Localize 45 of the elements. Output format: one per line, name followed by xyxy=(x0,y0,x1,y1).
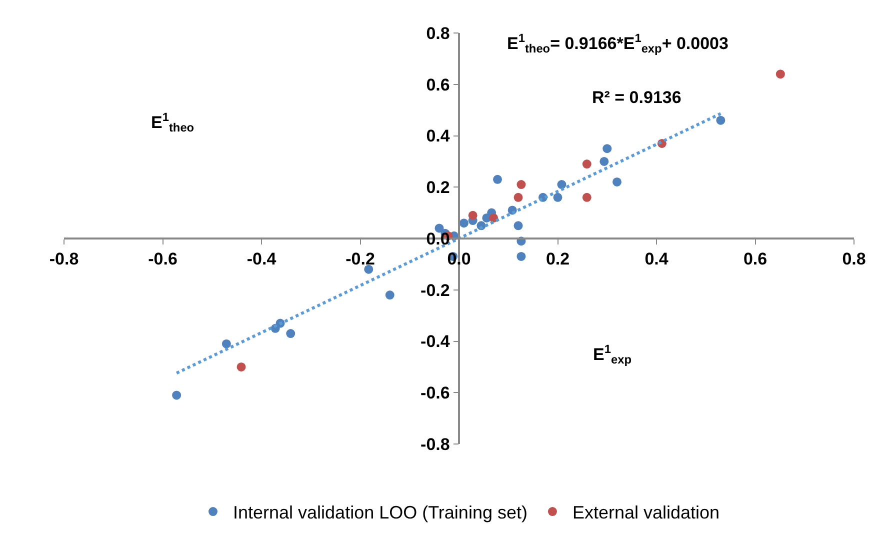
point xyxy=(222,339,231,348)
x-tick-label: -0.2 xyxy=(346,250,375,269)
point xyxy=(516,180,526,190)
point xyxy=(612,177,622,186)
x-tick-label: 0.8 xyxy=(842,250,866,269)
point xyxy=(385,290,394,300)
point xyxy=(516,252,526,261)
point xyxy=(557,180,566,190)
point xyxy=(236,362,246,372)
y-tick-label: 0.0 xyxy=(426,229,450,248)
annotation: R² = 0.9136 xyxy=(592,88,682,107)
point xyxy=(468,210,478,220)
x-tick-label: 0.0 xyxy=(447,250,471,269)
y-tick-label: -0.4 xyxy=(420,332,450,352)
point xyxy=(553,192,562,202)
y-tick-label: 0.8 xyxy=(426,24,450,43)
x-tick-label: 0.2 xyxy=(546,250,570,269)
point xyxy=(434,224,444,233)
legend-label: External validation xyxy=(572,502,720,523)
x-tick-label: -0.8 xyxy=(49,250,79,269)
y-tick-label: -0.8 xyxy=(420,434,450,454)
x-tick-label: -0.4 xyxy=(246,250,277,269)
point xyxy=(602,144,612,154)
annotation: E$^{1}$$_{theo}$= 0.9166*E$^{1}$$_{exp}$+ 0.0003 xyxy=(507,31,728,56)
point xyxy=(514,221,523,230)
point xyxy=(776,70,785,79)
x-tick-label: 0.6 xyxy=(743,250,768,269)
y-tick-label: 0.6 xyxy=(426,75,450,94)
point xyxy=(582,160,592,169)
point xyxy=(716,116,726,125)
point xyxy=(286,329,296,338)
point xyxy=(582,192,592,202)
point xyxy=(514,192,523,202)
y-tick-label: -0.6 xyxy=(420,384,450,403)
point xyxy=(364,264,374,274)
y-tick-label: -0.2 xyxy=(420,280,450,300)
y-tick-label: 0.2 xyxy=(426,178,450,198)
point xyxy=(459,218,468,228)
x-tick-label: -0.6 xyxy=(148,250,178,269)
legend-label: Internal validation LOO (Training set) xyxy=(233,502,528,523)
x-tick-label: 0.4 xyxy=(644,250,669,269)
y-tick-label: 0.4 xyxy=(426,126,450,146)
point xyxy=(493,174,502,184)
point xyxy=(600,156,609,166)
point xyxy=(172,390,182,400)
